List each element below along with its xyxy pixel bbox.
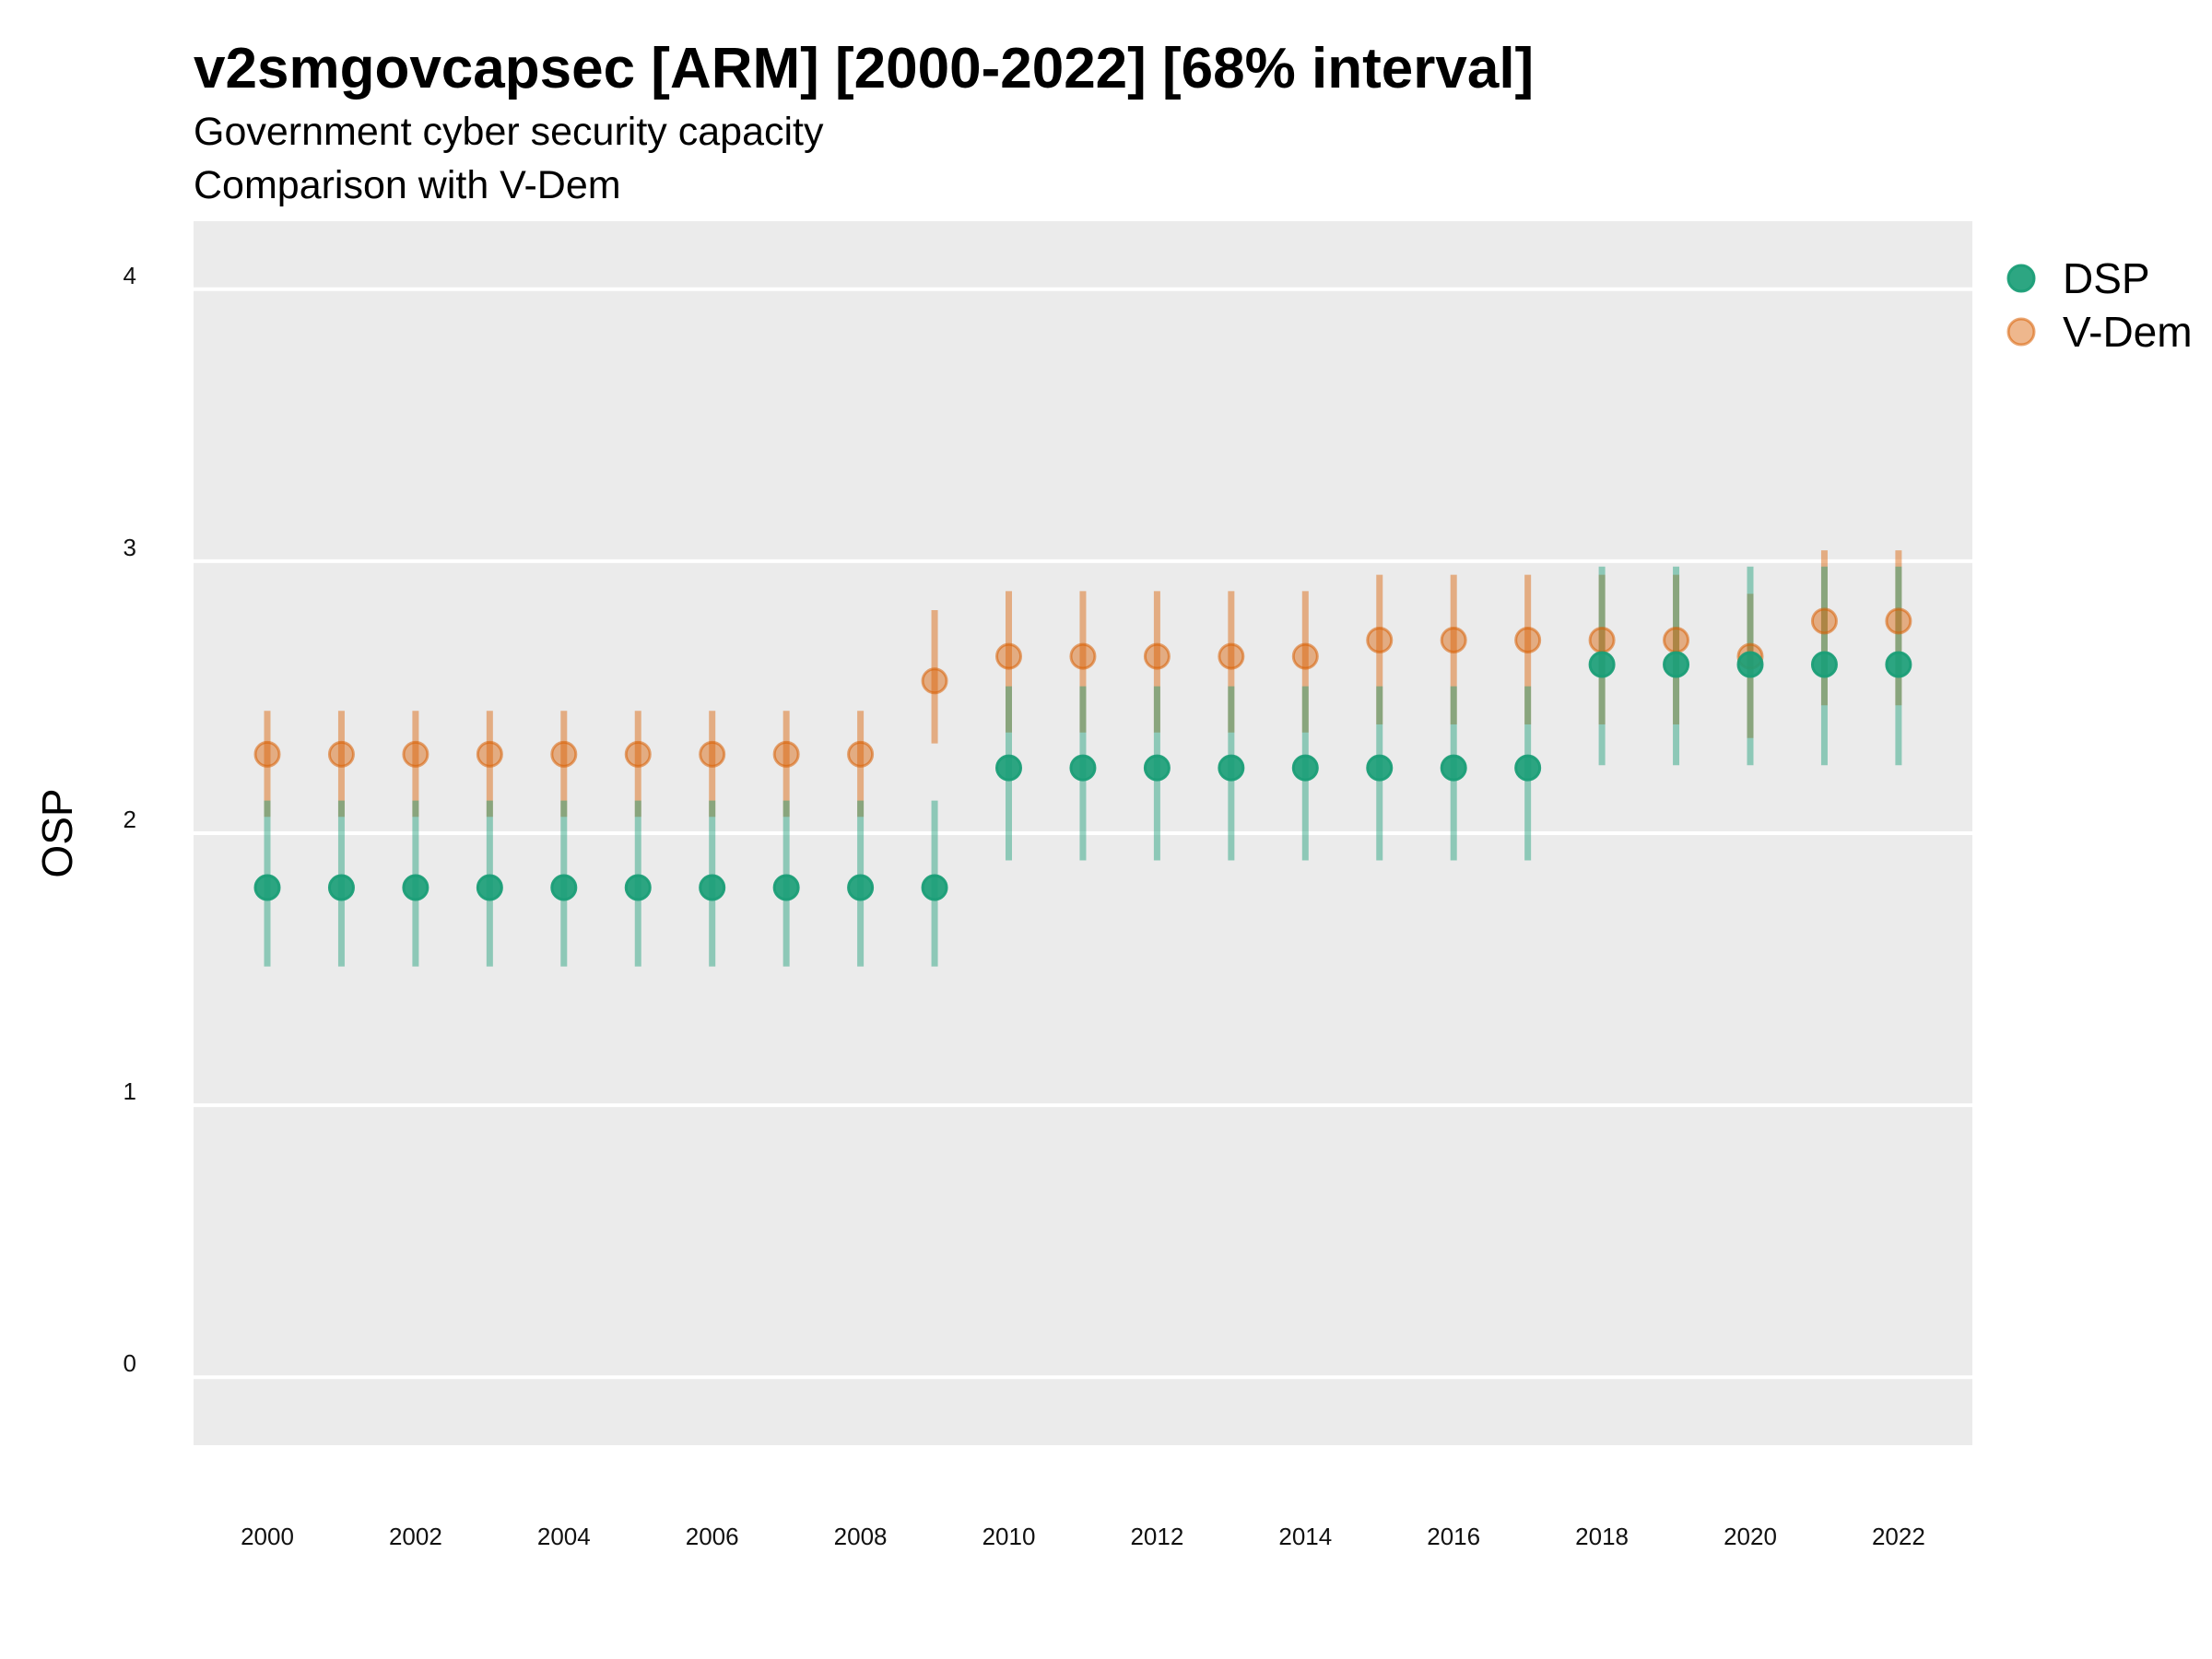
point-dsp bbox=[1810, 651, 1838, 678]
point-dsp bbox=[476, 874, 503, 901]
point-dsp bbox=[1069, 754, 1097, 782]
x-tick-label: 2012 bbox=[1130, 1523, 1183, 1550]
y-axis-title: OSP bbox=[33, 788, 81, 877]
point-dsp bbox=[253, 874, 281, 901]
point-dsp bbox=[995, 754, 1022, 782]
point-vdem bbox=[1440, 626, 1467, 653]
point-dsp bbox=[1736, 651, 1764, 678]
x-tick-label: 2004 bbox=[537, 1523, 591, 1550]
point-dsp bbox=[1663, 651, 1690, 678]
point-vdem bbox=[1810, 607, 1838, 635]
chart-title: v2smgovcapsec [ARM] [2000-2022] [68% int… bbox=[194, 37, 1534, 100]
x-tick-label: 2000 bbox=[241, 1523, 294, 1550]
x-tick-label: 2018 bbox=[1575, 1523, 1629, 1550]
y-tick-label: 0 bbox=[124, 1349, 136, 1377]
point-vdem bbox=[921, 667, 948, 695]
point-vdem bbox=[1885, 607, 1912, 635]
x-tick-label: 2014 bbox=[1278, 1523, 1332, 1550]
point-dsp bbox=[402, 874, 429, 901]
legend: DSP V-Dem bbox=[2006, 254, 2193, 356]
point-vdem bbox=[772, 740, 800, 768]
point-vdem bbox=[1514, 626, 1542, 653]
point-vdem bbox=[1291, 642, 1319, 670]
chart-subtitle: Government cyber security capacity bbox=[194, 110, 824, 154]
y-tick-label: 3 bbox=[124, 534, 136, 561]
point-vdem bbox=[327, 740, 355, 768]
point-dsp bbox=[1291, 754, 1319, 782]
y-tick-label: 1 bbox=[124, 1077, 136, 1105]
point-dsp bbox=[624, 874, 652, 901]
x-tick-label: 2020 bbox=[1724, 1523, 1777, 1550]
point-vdem bbox=[1366, 626, 1394, 653]
y-tick-label: 2 bbox=[124, 806, 136, 833]
point-vdem bbox=[476, 740, 503, 768]
legend-key-dsp bbox=[2006, 264, 2036, 293]
point-vdem bbox=[1143, 642, 1171, 670]
x-tick-label: 2002 bbox=[389, 1523, 442, 1550]
point-vdem bbox=[550, 740, 578, 768]
point-dsp bbox=[1440, 754, 1467, 782]
point-dsp bbox=[1218, 754, 1245, 782]
x-tick-label: 2022 bbox=[1872, 1523, 1925, 1550]
gridlines bbox=[194, 287, 1972, 1380]
legend-label-dsp: DSP bbox=[2063, 254, 2150, 302]
point-dsp bbox=[921, 874, 948, 901]
data-points bbox=[253, 607, 1912, 901]
point-vdem bbox=[624, 740, 652, 768]
point-dsp bbox=[699, 874, 726, 901]
point-vdem bbox=[1663, 626, 1690, 653]
x-tick-labels: 2000 2002 2004 2006 2008 2010 2012 2014 2016 2018… bbox=[241, 1523, 1925, 1550]
point-dsp bbox=[772, 874, 800, 901]
point-dsp bbox=[1588, 651, 1616, 678]
point-dsp bbox=[550, 874, 578, 901]
point-vdem bbox=[1218, 642, 1245, 670]
point-vdem bbox=[995, 642, 1022, 670]
legend-key-vdem bbox=[2006, 317, 2036, 347]
legend-label-vdem: V-Dem bbox=[2063, 308, 2193, 356]
x-tick-label: 2010 bbox=[982, 1523, 1036, 1550]
point-vdem bbox=[699, 740, 726, 768]
x-tick-label: 2008 bbox=[834, 1523, 888, 1550]
point-dsp bbox=[1143, 754, 1171, 782]
chart-subtitle-2: Comparison with V-Dem bbox=[194, 163, 621, 207]
x-tick-label: 2016 bbox=[1427, 1523, 1480, 1550]
y-tick-labels: 0 1 2 3 4 bbox=[124, 262, 136, 1377]
point-vdem bbox=[253, 740, 281, 768]
x-tick-label: 2006 bbox=[686, 1523, 739, 1550]
point-dsp bbox=[1514, 754, 1542, 782]
point-dsp bbox=[327, 874, 355, 901]
point-vdem bbox=[847, 740, 875, 768]
point-dsp bbox=[1366, 754, 1394, 782]
point-vdem bbox=[402, 740, 429, 768]
point-vdem bbox=[1588, 626, 1616, 653]
y-tick-label: 4 bbox=[124, 262, 136, 289]
point-vdem bbox=[1069, 642, 1097, 670]
point-dsp bbox=[1885, 651, 1912, 678]
point-dsp bbox=[847, 874, 875, 901]
